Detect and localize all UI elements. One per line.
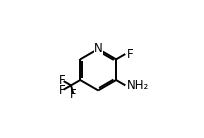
Text: N: N [94,43,103,55]
Text: NH₂: NH₂ [127,79,149,92]
Text: F: F [59,84,66,97]
Text: F: F [70,88,77,101]
Text: F: F [59,74,66,87]
Text: F: F [127,47,134,61]
